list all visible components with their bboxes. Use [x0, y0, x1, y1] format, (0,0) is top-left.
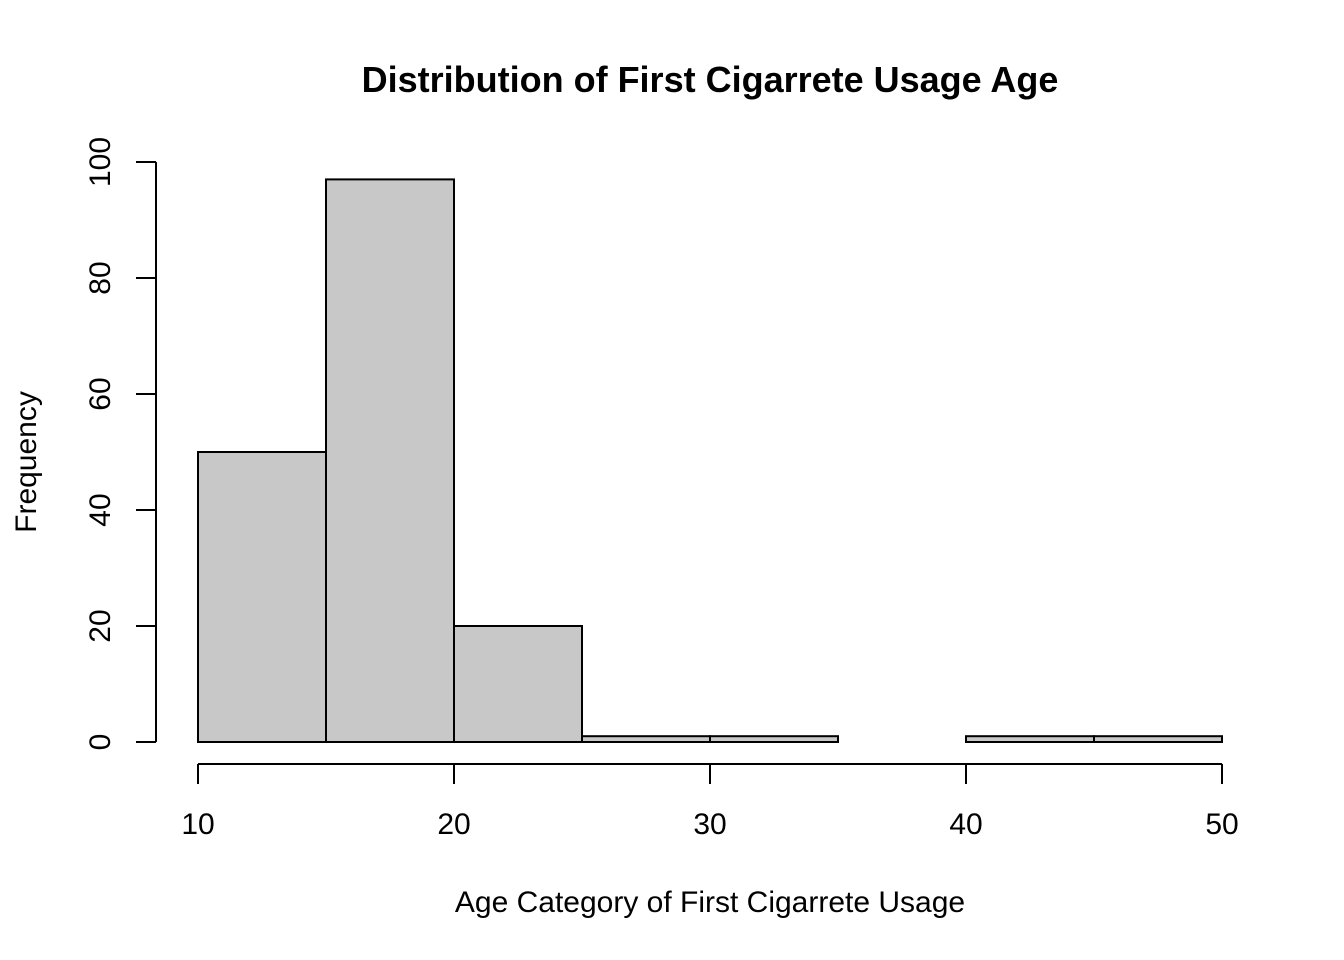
histogram-bar-30-35 [709, 735, 839, 744]
y-tick-label-60: 60 [84, 377, 117, 410]
x-tick-label-30: 30 [693, 808, 726, 841]
y-tick-label-100: 100 [84, 137, 117, 187]
x-tick-label-50: 50 [1205, 808, 1238, 841]
histogram-bar-10-15 [197, 451, 327, 743]
y-axis-label: Frequency [10, 391, 43, 533]
y-tick-label-80: 80 [84, 261, 117, 294]
x-axis: 10 20 30 40 50 [181, 763, 1239, 841]
y-tick-label-0: 0 [84, 734, 117, 751]
histogram-bars [197, 178, 1223, 744]
histogram-bar-40-45 [965, 735, 1095, 744]
histogram-bar-15-20 [325, 178, 455, 743]
histogram-bar-20-25 [453, 625, 583, 743]
histogram-bar-45-50 [1093, 735, 1223, 744]
y-axis: 0 20 40 60 80 100 [84, 137, 157, 751]
y-tick-label-40: 40 [84, 493, 117, 526]
chart-title: Distribution of First Cigarrete Usage Ag… [362, 59, 1059, 100]
x-tick-label-40: 40 [949, 808, 982, 841]
histogram-bar-25-30 [581, 735, 711, 744]
x-axis-label: Age Category of First Cigarrete Usage [455, 886, 965, 919]
x-tick-label-10: 10 [181, 808, 214, 841]
y-tick-label-20: 20 [84, 609, 117, 642]
x-tick-label-20: 20 [437, 808, 470, 841]
